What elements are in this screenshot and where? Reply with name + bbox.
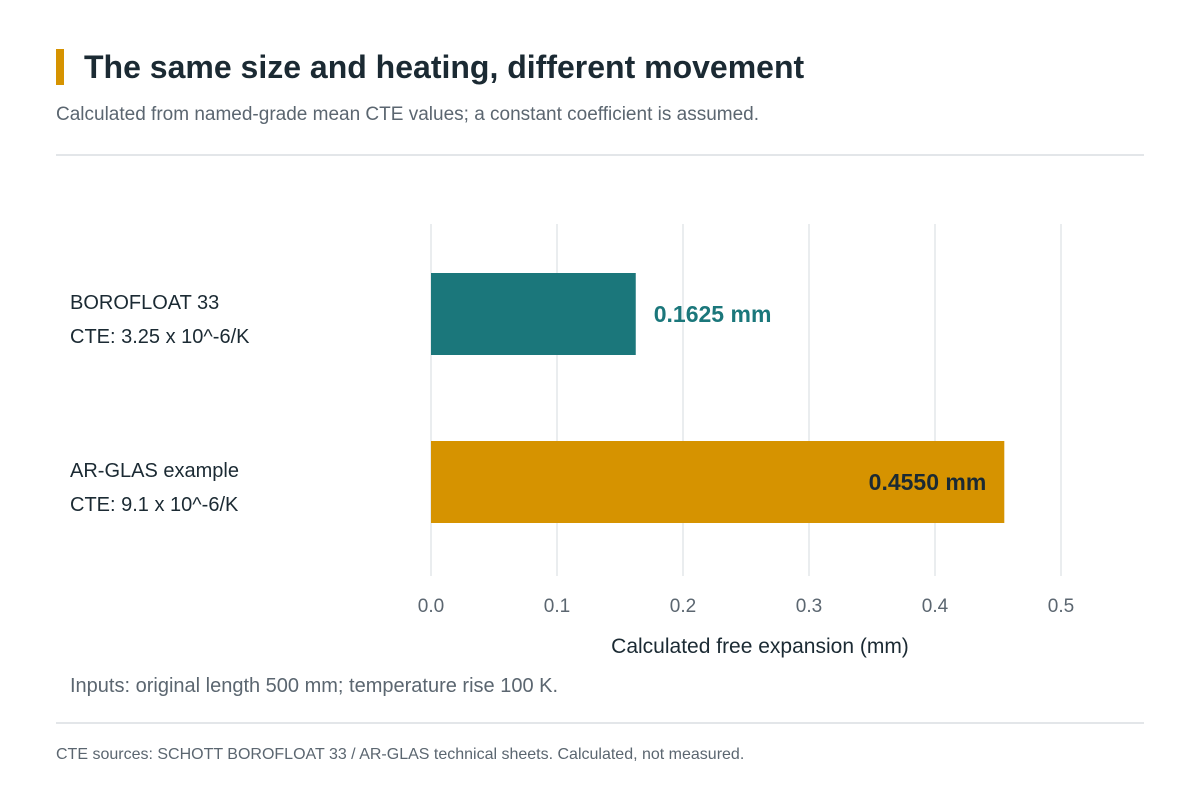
x-tick-label: 0.4 <box>922 596 949 617</box>
x-tick-label: 0.5 <box>1048 596 1074 617</box>
category-cte-label: CTE: 3.25 x 10^-6/K <box>70 326 250 348</box>
bottom-divider <box>56 722 1144 724</box>
x-axis-label: Calculated free expansion (mm) <box>611 635 909 658</box>
title-accent-bar <box>56 49 64 85</box>
top-divider <box>56 154 1144 156</box>
inputs-note: Inputs: original length 500 mm; temperat… <box>70 675 559 697</box>
x-tick-label: 0.0 <box>418 596 444 617</box>
category-label: BOROFLOAT 33 <box>70 292 219 314</box>
page-subtitle: Calculated from named-grade mean CTE val… <box>56 104 759 125</box>
x-tick-label: 0.1 <box>544 596 570 617</box>
category-cte-label: CTE: 9.1 x 10^-6/K <box>70 494 239 516</box>
page-title: The same size and heating, different mov… <box>84 49 805 85</box>
data-label: 0.1625 mm <box>654 301 772 327</box>
x-tick-label: 0.2 <box>670 596 696 617</box>
bar <box>431 441 1005 523</box>
category-label: AR-GLAS example <box>70 460 239 482</box>
source-note: CTE sources: SCHOTT BOROFLOAT 33 / AR-GL… <box>56 746 745 763</box>
data-label: 0.4550 mm <box>869 469 987 495</box>
x-tick-label: 0.3 <box>796 596 822 617</box>
bar <box>431 273 636 355</box>
